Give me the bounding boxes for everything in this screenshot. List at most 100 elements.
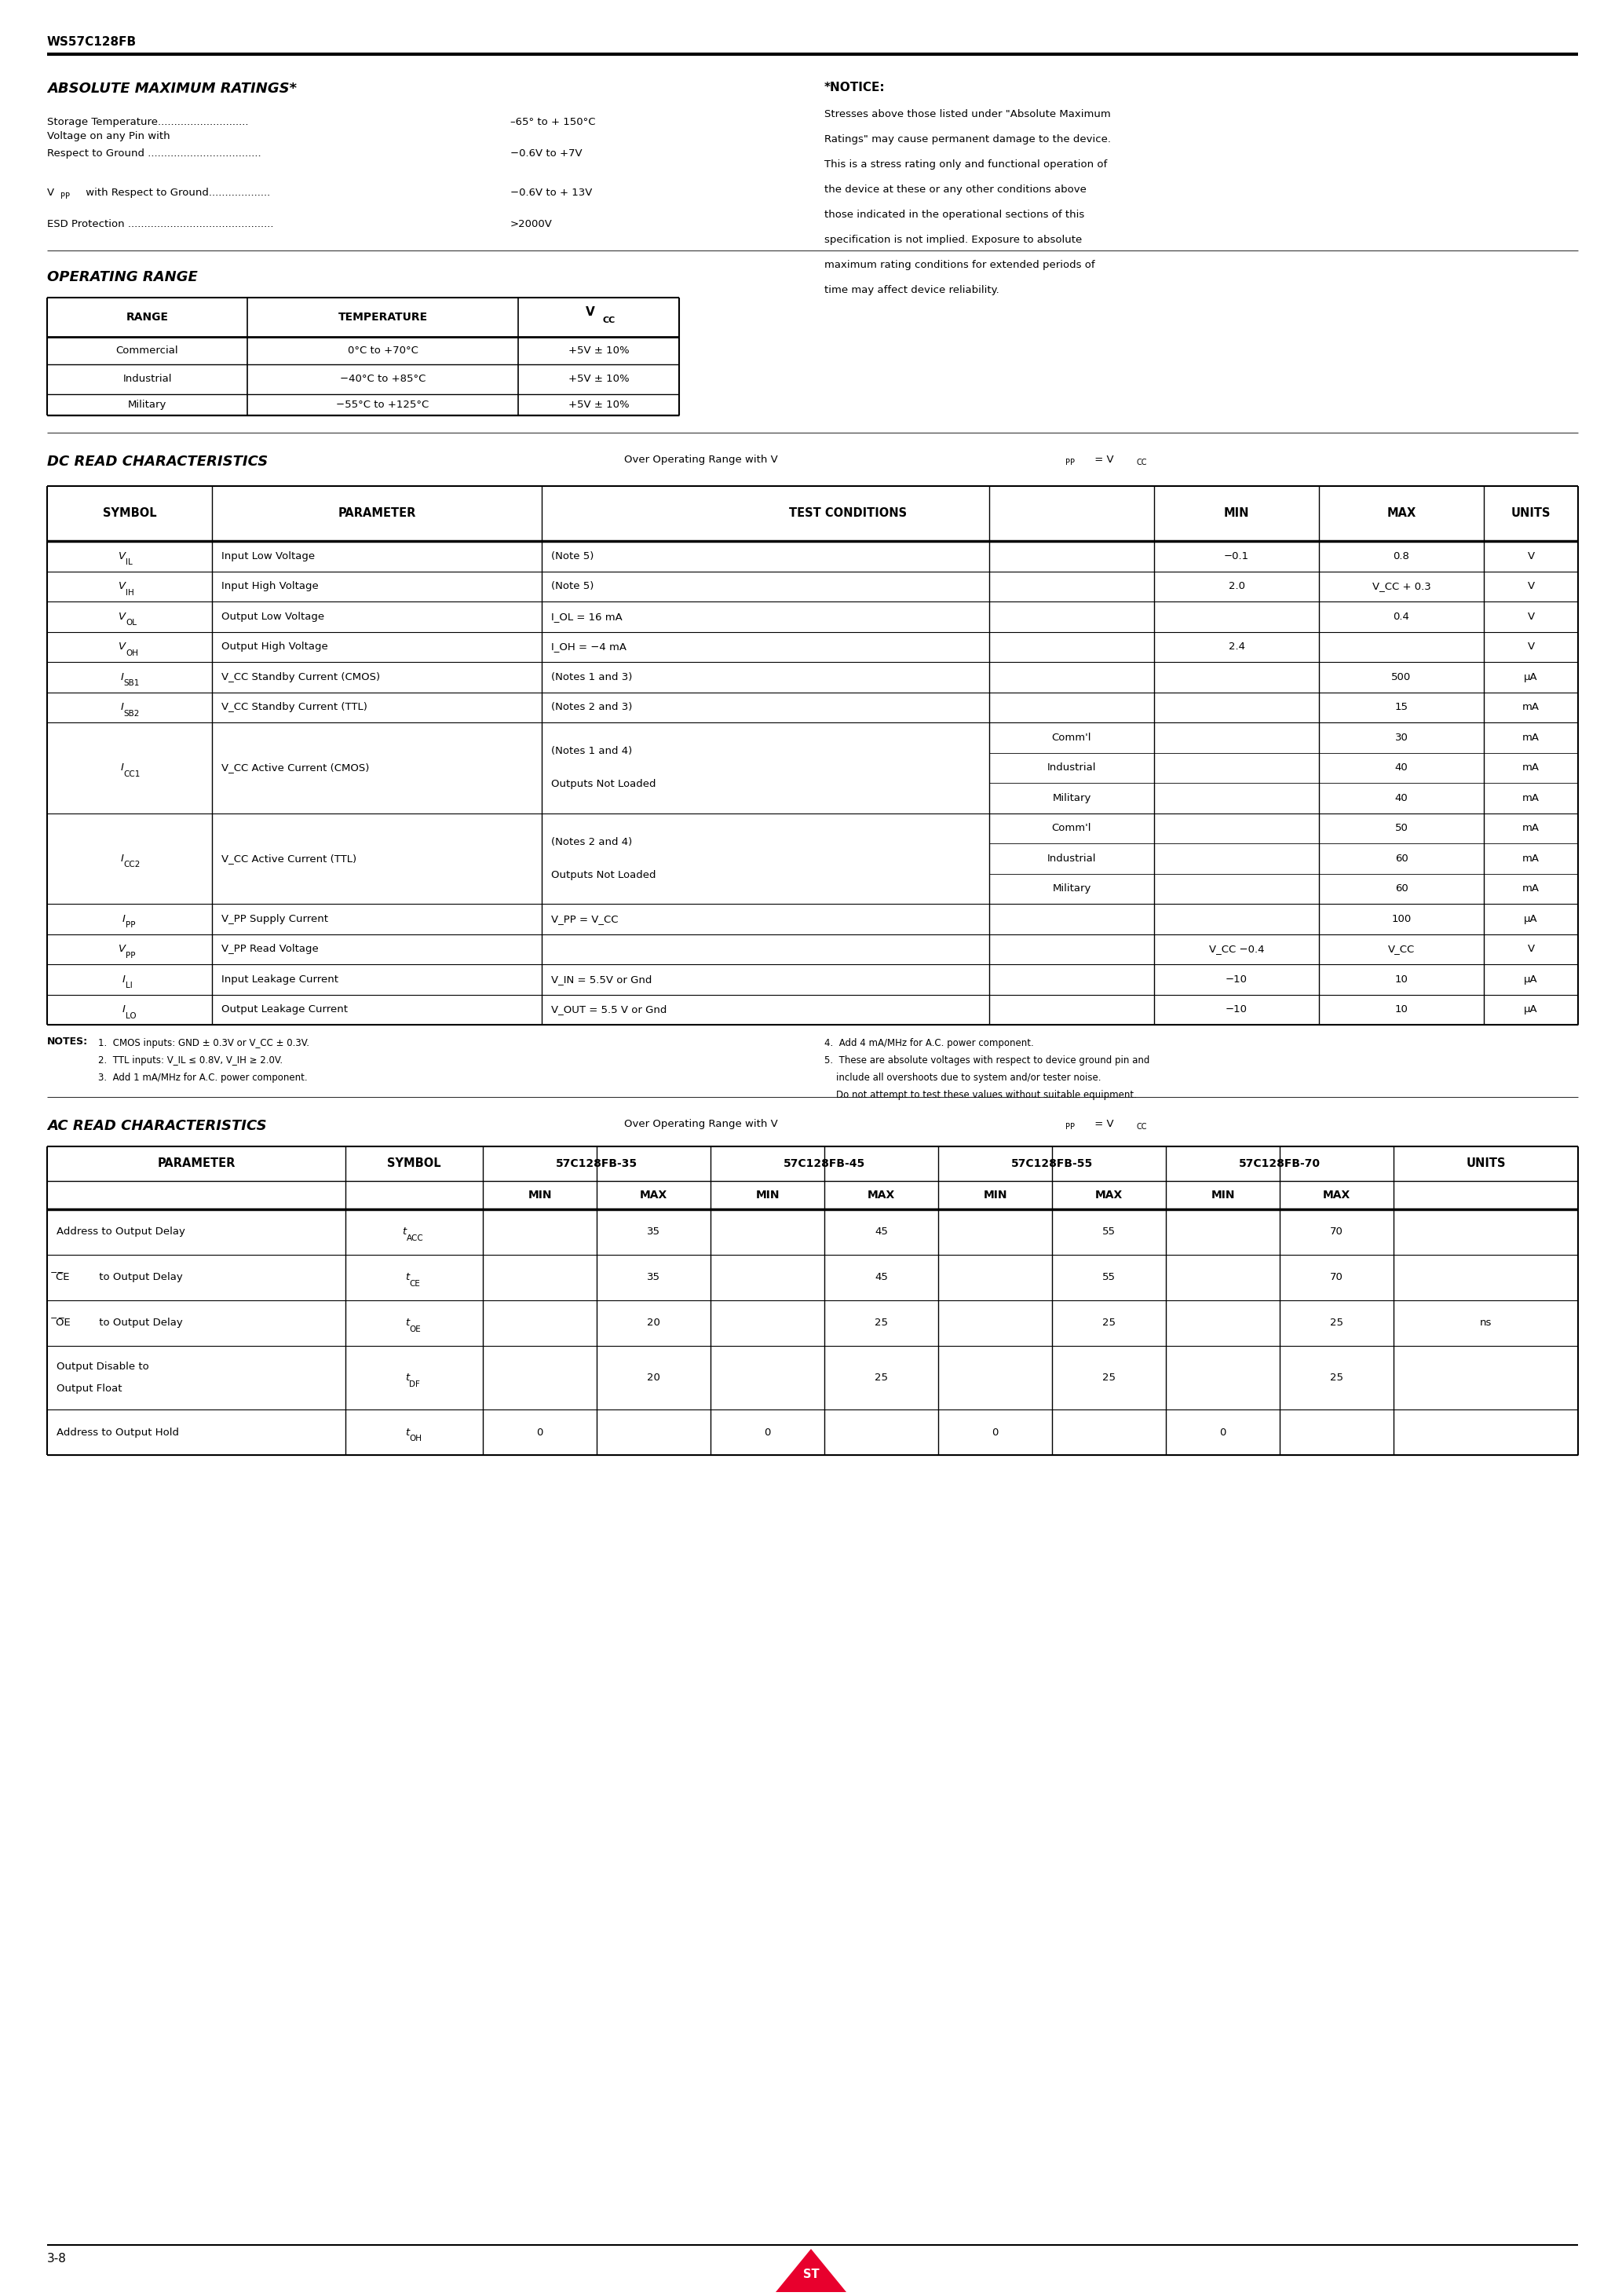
Text: Input High Voltage: Input High Voltage	[221, 581, 318, 592]
Text: OH: OH	[125, 650, 138, 657]
Text: V: V	[118, 641, 125, 652]
Text: V_CC −0.4: V_CC −0.4	[1208, 944, 1264, 955]
Text: SB1: SB1	[123, 680, 139, 687]
Text: Address to Output Delay: Address to Output Delay	[57, 1226, 185, 1238]
Text: 10: 10	[1395, 1006, 1408, 1015]
Text: 60: 60	[1395, 854, 1408, 863]
Text: DC READ CHARACTERISTICS: DC READ CHARACTERISTICS	[47, 455, 268, 468]
Text: MAX: MAX	[1387, 507, 1416, 519]
Text: Military: Military	[1053, 792, 1092, 804]
Text: 0: 0	[537, 1428, 543, 1437]
Text: V: V	[586, 305, 595, 317]
Text: CC: CC	[1135, 459, 1147, 466]
Text: SYMBOL: SYMBOL	[388, 1157, 441, 1169]
Text: mA: mA	[1523, 762, 1539, 774]
Text: 0.4: 0.4	[1393, 611, 1410, 622]
Text: t: t	[406, 1318, 409, 1327]
Text: UNITS: UNITS	[1512, 507, 1551, 519]
Text: = V: = V	[1092, 455, 1114, 464]
Text: to Output Delay: to Output Delay	[96, 1318, 183, 1327]
Text: t: t	[406, 1272, 409, 1283]
Text: +5V ± 10%: +5V ± 10%	[568, 400, 629, 411]
Text: the device at these or any other conditions above: the device at these or any other conditi…	[824, 184, 1087, 195]
Text: TEMPERATURE: TEMPERATURE	[337, 312, 428, 324]
Text: V: V	[1528, 611, 1534, 622]
Text: mA: mA	[1523, 884, 1539, 893]
Text: 55: 55	[1103, 1226, 1116, 1238]
Text: 45: 45	[874, 1272, 887, 1283]
Text: 35: 35	[647, 1272, 660, 1283]
Text: 2.4: 2.4	[1228, 641, 1244, 652]
Text: MIN: MIN	[1223, 507, 1249, 519]
Text: V_CC + 0.3: V_CC + 0.3	[1372, 581, 1431, 592]
Text: V: V	[47, 188, 54, 197]
Text: 50: 50	[1395, 822, 1408, 833]
Text: 10: 10	[1395, 974, 1408, 985]
Text: Over Operating Range with V: Over Operating Range with V	[624, 1118, 779, 1130]
Text: V: V	[118, 551, 125, 560]
Text: I: I	[120, 673, 123, 682]
Text: Address to Output Hold: Address to Output Hold	[57, 1428, 178, 1437]
Text: Military: Military	[128, 400, 167, 411]
Text: 100: 100	[1392, 914, 1411, 923]
Text: 0: 0	[764, 1428, 770, 1437]
Text: 25: 25	[1330, 1373, 1343, 1382]
Text: Input Low Voltage: Input Low Voltage	[221, 551, 315, 560]
Text: 30: 30	[1395, 732, 1408, 742]
Text: 20: 20	[647, 1373, 660, 1382]
Text: t: t	[402, 1226, 407, 1238]
Text: ̅O̅E: ̅O̅E	[57, 1318, 71, 1327]
Text: Do not attempt to test these values without suitable equipment.: Do not attempt to test these values with…	[824, 1091, 1137, 1100]
Text: t: t	[406, 1428, 409, 1437]
Text: 40: 40	[1395, 792, 1408, 804]
Text: 25: 25	[1330, 1318, 1343, 1327]
Text: V: V	[1528, 581, 1534, 592]
Text: 57C128FB-70: 57C128FB-70	[1239, 1157, 1320, 1169]
Text: V_CC Active Current (CMOS): V_CC Active Current (CMOS)	[221, 762, 370, 774]
Text: time may affect device reliability.: time may affect device reliability.	[824, 285, 999, 296]
Text: Ratings" may cause permanent damage to the device.: Ratings" may cause permanent damage to t…	[824, 133, 1111, 145]
Text: I: I	[120, 703, 123, 712]
Text: CC1: CC1	[123, 769, 141, 778]
Text: 70: 70	[1330, 1272, 1343, 1283]
Text: MAX: MAX	[868, 1189, 895, 1201]
Text: AC READ CHARACTERISTICS: AC READ CHARACTERISTICS	[47, 1118, 266, 1134]
Text: (Notes 1 and 4): (Notes 1 and 4)	[551, 746, 633, 758]
Text: Comm'l: Comm'l	[1051, 732, 1092, 742]
Text: Storage Temperature............................: Storage Temperature.....................…	[47, 117, 248, 126]
Text: OE: OE	[409, 1325, 420, 1334]
Text: 25: 25	[1103, 1318, 1116, 1327]
Text: 15: 15	[1395, 703, 1408, 712]
Text: PP: PP	[125, 951, 135, 960]
Text: This is a stress rating only and functional operation of: This is a stress rating only and functio…	[824, 158, 1108, 170]
Text: V_PP Supply Current: V_PP Supply Current	[221, 914, 328, 923]
Text: Output Disable to: Output Disable to	[57, 1362, 149, 1373]
Text: 4.  Add 4 mA/MHz for A.C. power component.: 4. Add 4 mA/MHz for A.C. power component…	[824, 1038, 1033, 1049]
Text: +5V ± 10%: +5V ± 10%	[568, 344, 629, 356]
Text: 25: 25	[1103, 1373, 1116, 1382]
Text: MIN: MIN	[756, 1189, 780, 1201]
Text: V_CC Active Current (TTL): V_CC Active Current (TTL)	[221, 854, 357, 863]
Text: RANGE: RANGE	[127, 312, 169, 324]
Text: μA: μA	[1525, 673, 1538, 682]
Text: V_CC Standby Current (CMOS): V_CC Standby Current (CMOS)	[221, 673, 380, 682]
Text: I_OL = 16 mA: I_OL = 16 mA	[551, 611, 623, 622]
Text: 25: 25	[874, 1373, 887, 1382]
Text: SB2: SB2	[123, 709, 139, 719]
Text: V: V	[118, 944, 125, 955]
Text: ns: ns	[1479, 1318, 1492, 1327]
Text: mA: mA	[1523, 822, 1539, 833]
Text: IL: IL	[125, 558, 133, 567]
Text: = V: = V	[1092, 1118, 1114, 1130]
Text: LI: LI	[125, 983, 133, 990]
Text: 3.  Add 1 mA/MHz for A.C. power component.: 3. Add 1 mA/MHz for A.C. power component…	[99, 1072, 308, 1084]
Text: NOTES:: NOTES:	[47, 1035, 88, 1047]
Text: IH: IH	[125, 588, 135, 597]
Polygon shape	[775, 2248, 847, 2291]
Text: ACC: ACC	[407, 1235, 423, 1242]
Text: I: I	[120, 762, 123, 774]
Text: 0: 0	[1220, 1428, 1226, 1437]
Text: ESD Protection .............................................: ESD Protection .........................…	[47, 218, 274, 230]
Text: I: I	[123, 1006, 125, 1015]
Text: Output High Voltage: Output High Voltage	[221, 641, 328, 652]
